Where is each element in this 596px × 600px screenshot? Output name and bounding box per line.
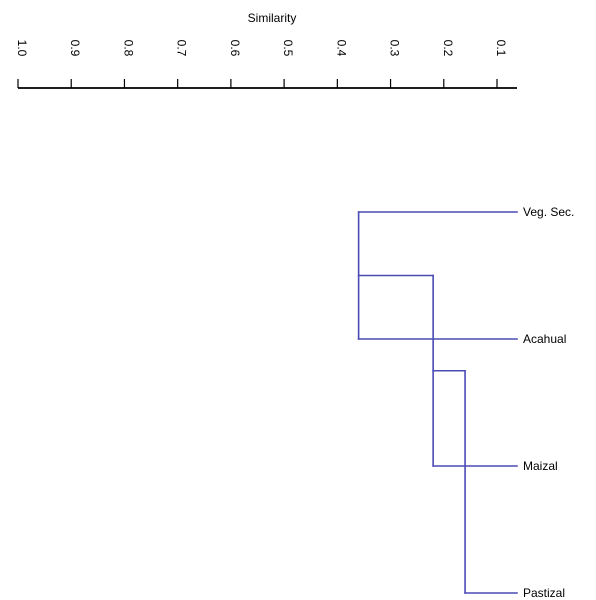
leaf-label: Veg. Sec.	[523, 205, 574, 219]
axis-tick-label: 0.2	[441, 40, 455, 57]
axis-tick-label: 0.6	[228, 40, 242, 57]
dendrogram-links	[357, 211, 518, 594]
similarity-axis: 0.1 0.2 0.3 0.4 0.5 0.6 0.7 0.8 0.9 1.0	[15, 40, 517, 89]
leaf-labels: Veg. Sec. Acahual Maizal Pastizal	[523, 205, 574, 600]
axis-tick-label: 0.4	[334, 40, 348, 57]
axis-tick-label: 0.3	[388, 40, 402, 57]
leaf-label: Maizal	[523, 459, 558, 473]
leaf-label: Pastizal	[523, 586, 565, 600]
leaf-label: Acahual	[523, 332, 566, 346]
axis-tick-label: 0.7	[175, 40, 189, 57]
axis-tick-label: 0.9	[68, 40, 82, 57]
axis-tick-label: 1.0	[15, 40, 29, 57]
axis-tick-label: 0.5	[281, 40, 295, 57]
axis-tick-label: 0.8	[121, 40, 135, 57]
axis-title: Similarity	[248, 11, 297, 25]
axis-tick-label: 0.1	[494, 40, 508, 57]
